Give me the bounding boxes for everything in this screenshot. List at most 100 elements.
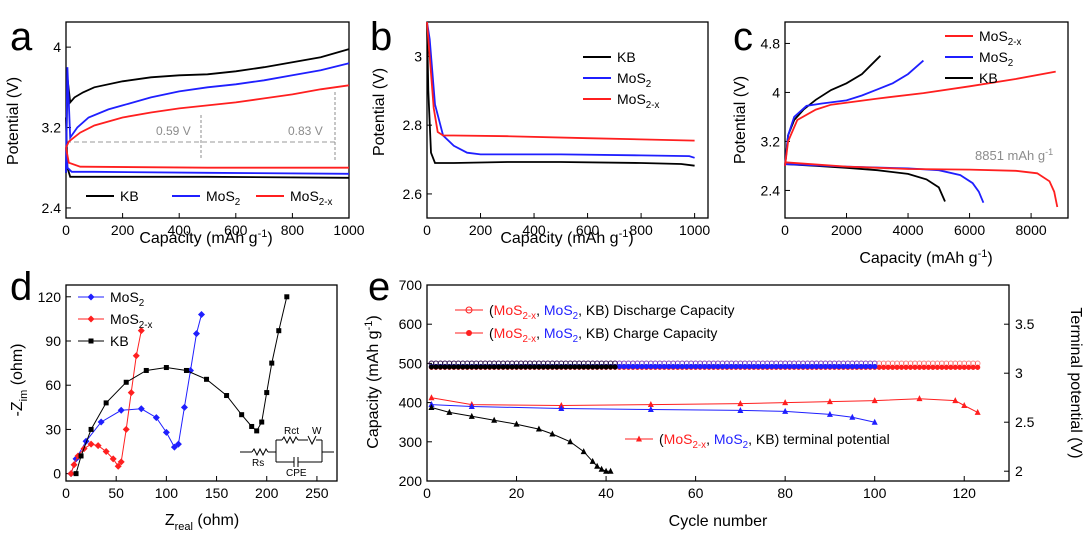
panel-e-point-MoS2 charge capacity-90 <box>827 363 833 370</box>
panel-e-point-MoS2 charge capacity-57 <box>679 363 685 370</box>
panel-d-point-MoS2-x-13 <box>137 327 145 335</box>
panel-e-point-KB terminal potential-8 <box>580 448 587 455</box>
panel-d-series-KB-line <box>75 296 288 474</box>
panel-e-legend-2-marker <box>636 435 642 442</box>
panel-e-point-MoS2 charge capacity-73 <box>751 363 757 370</box>
panel-a-xtick-label-2: 400 <box>168 222 192 238</box>
panel-e-xtick-label-4: 80 <box>777 485 793 501</box>
panel-e-point-MoS2-x charge capacity-112 <box>925 364 932 370</box>
panel-e-point-MoS2 charge capacity-86 <box>809 363 815 370</box>
panel-e-point-KB terminal potential-3 <box>491 416 498 423</box>
panel-e-point-KB charge capacity-1 <box>428 364 435 370</box>
panel-b-series-MoS2 <box>426 21 695 159</box>
panel-e-point-MoS2-x charge capacity-123 <box>975 364 981 370</box>
panel-e-point-KB terminal potential-7 <box>567 438 574 445</box>
panel-d-point-MoS2-7 <box>162 428 170 436</box>
panel-e-point-KB charge capacity-22 <box>522 364 529 370</box>
panel-e-point-MoS2 charge capacity-69 <box>733 363 739 370</box>
panel-e-xtick-label-1: 20 <box>509 485 525 501</box>
panel-e-point-MoS2-x terminal potential-4 <box>737 400 744 407</box>
panel-b-xtick-label-2: 400 <box>522 222 546 238</box>
panel-e-point-MoS2 charge capacity-82 <box>791 363 797 370</box>
panel-e-point-KB charge capacity-28 <box>549 364 556 370</box>
panel-e-point-KB charge capacity-18 <box>504 364 511 370</box>
panel-e-point-KB charge capacity-6 <box>451 364 457 370</box>
panel-d-point-KB-0 <box>73 471 79 477</box>
panel-e-point-MoS2 charge capacity-71 <box>742 363 748 370</box>
panel-d-point-MoS2-9 <box>174 440 182 448</box>
panel-e-point-MoS2 charge capacity-49 <box>643 363 650 370</box>
panel-e-point-MoS2 charge capacity-72 <box>746 363 752 370</box>
panel-e-point-MoS2 charge capacity-63 <box>706 363 712 370</box>
panel-e-point-MoS2-x terminal potential-6 <box>826 398 833 405</box>
panel-d-xtick-label-3: 150 <box>205 485 229 501</box>
panel-d-xtick-label-0: 0 <box>62 485 70 501</box>
panel-d-legend-2-marker <box>88 338 94 344</box>
panel-d-point-MoS2-x-7 <box>109 455 117 463</box>
panel-d-point-MoS2-10 <box>180 403 188 411</box>
panel-c-xtick-label-0: 0 <box>781 222 789 238</box>
panel-e-point-KB charge capacity-12 <box>478 364 484 370</box>
panel-d-point-KB-4 <box>123 379 129 385</box>
panel-e-point-MoS2 charge capacity-64 <box>710 363 717 370</box>
panel-e-point-MoS2-x charge capacity-115 <box>939 364 945 370</box>
panel-a-annot-1: 0.59 V <box>156 124 191 138</box>
panel-d-point-KB-1 <box>78 453 84 459</box>
panel-d-xlabel: Zreal (ohm) <box>165 512 239 533</box>
equivalent-circuit <box>240 435 334 467</box>
panel-e-point-KB charge capacity-5 <box>446 364 453 370</box>
panel-e-point-MoS2-x charge capacity-121 <box>966 364 972 370</box>
panel-b-ytick-label-1: 2.8 <box>403 117 423 133</box>
panel-e-point-MoS2-x charge capacity-102 <box>880 364 887 370</box>
panel-a-xlabel: Capacity (mAh g-1) <box>139 228 272 247</box>
panel-d-xtick-label-1: 50 <box>108 485 124 501</box>
panel-a-xtick-label-3: 600 <box>224 222 248 238</box>
panel-d-ylabel: -Zim (ohm) <box>9 344 30 417</box>
circuit-label-rct: Rct <box>284 426 299 437</box>
panel-e-point-KB charge capacity-9 <box>464 364 470 370</box>
panel-a-xtick-label-4: 800 <box>281 222 305 238</box>
panel-e-point-MoS2 charge capacity-53 <box>661 363 667 370</box>
panel-e-point-KB charge capacity-25 <box>536 364 542 370</box>
panel-e-point-KB charge capacity-16 <box>495 364 502 370</box>
panel-e: e Capacity (mAh g-1) Terminal potential … <box>363 265 1084 530</box>
panel-e-point-MoS2 charge capacity-68 <box>728 363 735 370</box>
panel-c-xtick-label-2: 4000 <box>892 222 923 238</box>
panel-b-xtick-label-1: 200 <box>469 222 493 238</box>
panel-b-legend-2-label: MoS2-x <box>617 91 660 111</box>
panel-a-series-MoS2-x-discharge <box>65 147 349 169</box>
panel-a-ytick-label-0: 2.4 <box>42 200 62 216</box>
panel-e-point-KB terminal potential-10 <box>594 462 601 469</box>
panel-b-letter: b <box>370 15 392 59</box>
panel-d-letter: d <box>10 265 32 309</box>
panel-e-point-MoS2 charge capacity-45 <box>625 363 632 370</box>
panel-b-series-KB <box>426 21 695 167</box>
panel-c-legend-0-label: MoS2-x <box>979 28 1022 48</box>
panel-c-series-MoS2-x-discharge <box>784 161 1059 208</box>
panel-e-xtick-label-3: 60 <box>688 485 704 501</box>
panel-b-legend-0-label: KB <box>617 49 636 65</box>
panel-c-series-MoS2-x <box>784 70 1056 167</box>
panel-d-point-MoS2-12 <box>192 330 200 338</box>
panel-e-point-MoS2 charge capacity-48 <box>639 363 645 370</box>
panel-c-ytick-label-0: 2.4 <box>761 182 781 198</box>
panel-e-point-KB terminal potential-9 <box>589 457 596 464</box>
panel-e-point-KB charge capacity-38 <box>594 364 600 370</box>
panel-e-point-KB charge capacity-40 <box>603 364 609 370</box>
panel-d-point-KB-17 <box>284 294 290 300</box>
panel-e-point-KB terminal potential-6 <box>549 430 556 437</box>
panel-a-annot-2: 0.83 V <box>288 124 323 138</box>
panel-a-series-MoS2-x <box>65 84 350 148</box>
panel-c-xtick-label-4: 8000 <box>1016 222 1047 238</box>
panel-e-point-MoS2 terminal potential-8 <box>871 418 878 425</box>
panel-e-point-MoS2 charge capacity-62 <box>701 363 708 370</box>
panel-e-point-KB charge capacity-27 <box>545 364 551 370</box>
panel-e-point-KB charge capacity-7 <box>455 364 461 370</box>
panel-e-point-KB terminal potential-0 <box>428 404 435 410</box>
panel-d-point-KB-5 <box>143 367 149 373</box>
panel-e-point-MoS2 charge capacity-65 <box>715 363 721 370</box>
panel-e-point-KB charge capacity-3 <box>437 364 444 370</box>
panel-e-point-KB charge capacity-13 <box>482 364 488 370</box>
panel-e-ytick-label-2: 400 <box>399 395 423 411</box>
